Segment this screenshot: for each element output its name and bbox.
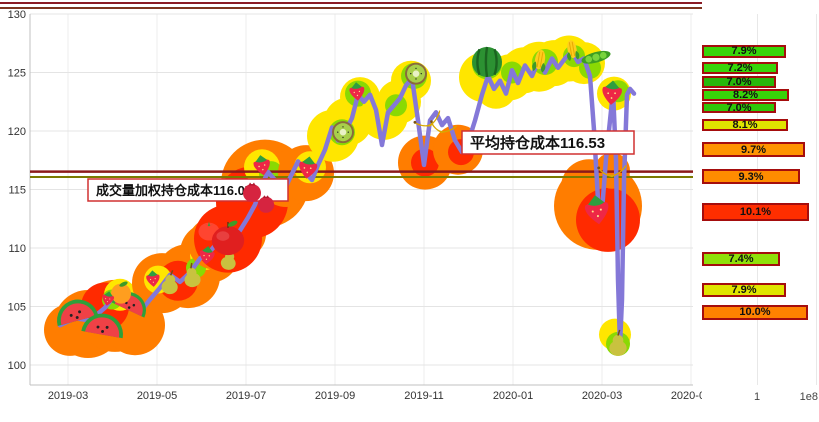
volume-blob xyxy=(576,187,640,252)
top-border-line-1 xyxy=(0,2,819,4)
x-tick-label: 2019-09 xyxy=(315,390,355,402)
vp-gridline xyxy=(816,14,817,385)
x-tick-label: 2020-05 xyxy=(671,390,702,402)
orange-icon xyxy=(111,281,131,304)
y-tick-label: 100 xyxy=(8,360,26,372)
corn-icon xyxy=(567,40,580,62)
watermelon-icon xyxy=(472,46,502,78)
strawberry-icon xyxy=(102,291,115,306)
strawberry-icon xyxy=(146,270,160,287)
x-tick-label: 2019-05 xyxy=(137,390,177,402)
x-tick-label: 2019-11 xyxy=(404,390,444,402)
pomegranate-icon xyxy=(243,182,261,203)
vp-x-tick-label: 1 xyxy=(754,391,761,403)
volume-profile-bar: 7.9% xyxy=(702,283,786,298)
watermelon-slice-icon xyxy=(81,313,123,339)
y-tick-label: 105 xyxy=(8,302,26,314)
volume-profile-bar: 10.1% xyxy=(702,202,809,221)
banana-icon xyxy=(430,120,457,134)
pomegranate-icon xyxy=(257,195,275,213)
strawberry-icon xyxy=(584,195,609,225)
volume-profile-panel: 1 1e8 7.9% 7.2% 7.0% 8.2% 7.0% 8.1% 9.7% 9.3% 10… xyxy=(702,0,819,422)
y-tick-label: 115 xyxy=(8,185,26,197)
svg-text:成交量加权持仓成本116.07: 成交量加权持仓成本116.07 xyxy=(96,183,252,198)
strawberry-icon xyxy=(602,80,622,105)
x-tick-label: 2020-03 xyxy=(582,390,622,402)
volume-profile-bar: 7.9% xyxy=(702,44,786,58)
kiwi-icon xyxy=(405,62,427,85)
watermelon-slice-icon xyxy=(57,299,99,326)
banana-icon xyxy=(597,165,627,178)
pear-icon xyxy=(609,329,627,356)
price-chart[interactable]: 2019-03 2019-05 2019-07 2019-09 2019-11 2020-… xyxy=(0,0,702,422)
y-tick-label: 120 xyxy=(8,126,26,138)
pear-icon xyxy=(161,270,178,295)
strawberry-icon xyxy=(299,156,318,179)
x-tick-label: 2019-07 xyxy=(226,390,266,402)
annotation-label: 成交量加权持仓成本116.07 xyxy=(87,178,289,202)
annotation-label: 平均持仓成本116.53 xyxy=(461,130,635,155)
volume-profile-bar: 9.7% xyxy=(702,142,805,158)
pear-icon xyxy=(184,262,201,288)
y-tick-label: 130 xyxy=(8,9,26,21)
vp-multiplier-label: 1e8 xyxy=(799,391,818,403)
volume-profile-bar: 8.2% xyxy=(702,88,789,101)
x-tick-label: 2019-03 xyxy=(48,390,88,402)
banana-icon xyxy=(413,110,441,127)
top-border-line-2 xyxy=(0,7,819,9)
volume-profile-bar: 7.2% xyxy=(702,61,778,74)
kiwi-icon xyxy=(332,121,354,144)
volume-profile-bar: 8.1% xyxy=(702,119,788,132)
volume-profile-bar: 7.0% xyxy=(702,75,776,88)
strawberry-icon xyxy=(349,82,365,101)
strawberry-icon xyxy=(199,246,215,265)
volume-profile-bar: 7.0% xyxy=(702,102,776,114)
apple-icon xyxy=(211,220,245,256)
strawberry-icon xyxy=(253,155,270,176)
peas-icon xyxy=(581,50,611,64)
x-tick-label: 2020-01 xyxy=(493,390,533,402)
volume-profile-bar: 9.3% xyxy=(702,169,800,185)
y-tick-label: 125 xyxy=(8,68,26,80)
volume-profile-bar: 10.0% xyxy=(702,304,808,320)
corn-icon xyxy=(532,49,546,73)
y-tick-label: 110 xyxy=(8,243,26,255)
svg-text:平均持仓成本116.53: 平均持仓成本116.53 xyxy=(470,134,605,152)
vp-gridline xyxy=(757,14,758,385)
volume-profile-bar: 7.4% xyxy=(702,251,780,266)
